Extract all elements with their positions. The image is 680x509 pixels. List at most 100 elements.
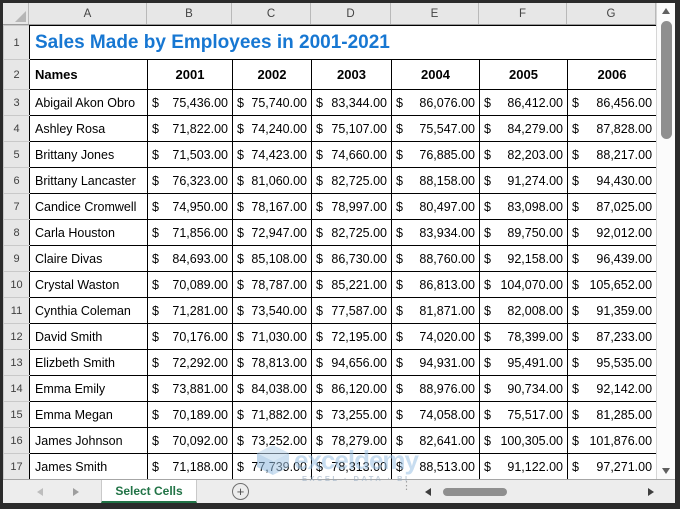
sales-value-cell[interactable]: $83,098.00 (479, 193, 568, 220)
sales-value-cell[interactable]: $78,399.00 (479, 323, 568, 350)
sales-value-cell[interactable]: $92,158.00 (479, 245, 568, 272)
sales-value-cell[interactable]: $71,882.00 (232, 401, 312, 428)
employee-name-cell[interactable]: Crystal Waston (29, 271, 148, 298)
row-header-9[interactable]: 9 (3, 245, 30, 272)
employee-name-cell[interactable]: Candice Cromwell (29, 193, 148, 220)
sales-value-cell[interactable]: $74,423.00 (232, 141, 312, 168)
sales-value-cell[interactable]: $105,652.00 (566, 271, 658, 298)
sales-value-cell[interactable]: $73,255.00 (311, 401, 392, 428)
sales-value-cell[interactable]: $104,070.00 (479, 271, 568, 298)
header-cell-year-2001[interactable]: 2001 (147, 59, 233, 90)
row-header-17[interactable]: 17 (3, 453, 30, 480)
scroll-right-arrow-icon[interactable] (648, 488, 654, 496)
sales-value-cell[interactable]: $101,876.00 (566, 427, 658, 454)
sales-value-cell[interactable]: $90,734.00 (479, 375, 568, 402)
sales-value-cell[interactable]: $87,828.00 (566, 115, 658, 142)
sales-value-cell[interactable]: $81,060.00 (232, 167, 312, 194)
next-sheet-arrow-icon[interactable] (73, 488, 79, 496)
sales-value-cell[interactable]: $76,323.00 (147, 167, 233, 194)
sales-value-cell[interactable]: $70,176.00 (147, 323, 233, 350)
column-header-f[interactable]: F (479, 3, 567, 24)
row-header-15[interactable]: 15 (3, 401, 30, 428)
sales-value-cell[interactable]: $85,108.00 (232, 245, 312, 272)
sales-value-cell[interactable]: $84,279.00 (479, 115, 568, 142)
column-header-b[interactable]: B (147, 3, 232, 24)
sales-value-cell[interactable]: $74,950.00 (147, 193, 233, 220)
scroll-down-button[interactable] (662, 463, 670, 479)
sales-value-cell[interactable]: $78,997.00 (311, 193, 392, 220)
sales-value-cell[interactable]: $78,813.00 (232, 349, 312, 376)
sales-value-cell[interactable]: $81,871.00 (391, 297, 480, 324)
sales-value-cell[interactable]: $86,412.00 (479, 89, 568, 116)
sales-value-cell[interactable]: $84,038.00 (232, 375, 312, 402)
header-cell-year-2002[interactable]: 2002 (232, 59, 312, 90)
sales-value-cell[interactable]: $75,436.00 (147, 89, 233, 116)
employee-name-cell[interactable]: Emma Emily (29, 375, 148, 402)
sales-value-cell[interactable]: $72,195.00 (311, 323, 392, 350)
sales-value-cell[interactable]: $78,279.00 (311, 427, 392, 454)
sales-value-cell[interactable]: $73,252.00 (232, 427, 312, 454)
header-cell-year-2003[interactable]: 2003 (311, 59, 392, 90)
sales-value-cell[interactable]: $76,885.00 (391, 141, 480, 168)
sales-value-cell[interactable]: $86,076.00 (391, 89, 480, 116)
employee-name-cell[interactable]: Brittany Jones (29, 141, 148, 168)
sales-value-cell[interactable]: $88,760.00 (391, 245, 480, 272)
title-cell[interactable]: Sales Made by Employees in 2001-2021 (28, 25, 658, 60)
row-header-5[interactable]: 5 (3, 141, 30, 168)
sales-value-cell[interactable]: $71,503.00 (147, 141, 233, 168)
sales-value-cell[interactable]: $86,813.00 (391, 271, 480, 298)
sales-value-cell[interactable]: $82,203.00 (479, 141, 568, 168)
sales-value-cell[interactable]: $82,008.00 (479, 297, 568, 324)
employee-name-cell[interactable]: Elizbeth Smith (29, 349, 148, 376)
employee-name-cell[interactable]: Ashley Rosa (29, 115, 148, 142)
sales-value-cell[interactable]: $72,947.00 (232, 219, 312, 246)
sales-value-cell[interactable]: $91,274.00 (479, 167, 568, 194)
sales-value-cell[interactable]: $83,344.00 (311, 89, 392, 116)
vertical-scroll-thumb[interactable] (660, 21, 672, 139)
sales-value-cell[interactable]: $78,787.00 (232, 271, 312, 298)
sales-value-cell[interactable]: $91,359.00 (566, 297, 658, 324)
row-header-6[interactable]: 6 (3, 167, 30, 194)
row-header-12[interactable]: 12 (3, 323, 30, 350)
employee-name-cell[interactable]: James Smith (29, 453, 148, 480)
sales-value-cell[interactable]: $89,750.00 (479, 219, 568, 246)
new-sheet-button[interactable]: + (232, 483, 249, 500)
sales-value-cell[interactable]: $86,120.00 (311, 375, 392, 402)
sales-value-cell[interactable]: $75,517.00 (479, 401, 568, 428)
sales-value-cell[interactable]: $78,167.00 (232, 193, 312, 220)
sales-value-cell[interactable]: $87,233.00 (566, 323, 658, 350)
column-header-c[interactable]: C (232, 3, 311, 24)
sales-value-cell[interactable]: $92,142.00 (566, 375, 658, 402)
sales-value-cell[interactable]: $81,285.00 (566, 401, 658, 428)
sales-value-cell[interactable]: $82,725.00 (311, 219, 392, 246)
sales-value-cell[interactable]: $73,881.00 (147, 375, 233, 402)
vertical-scrollbar[interactable] (656, 3, 675, 479)
sheet-tab-select-cells[interactable]: Select Cells (101, 480, 197, 503)
scroll-up-button[interactable] (662, 3, 670, 19)
row-header-2[interactable]: 2 (3, 59, 30, 90)
prev-sheet-arrow-icon[interactable] (37, 488, 43, 496)
row-header-4[interactable]: 4 (3, 115, 30, 142)
sales-value-cell[interactable]: $95,491.00 (479, 349, 568, 376)
row-header-10[interactable]: 10 (3, 271, 30, 298)
select-all-corner[interactable] (3, 3, 29, 24)
sales-value-cell[interactable]: $94,656.00 (311, 349, 392, 376)
column-header-g[interactable]: G (567, 3, 656, 24)
sales-value-cell[interactable]: $70,189.00 (147, 401, 233, 428)
sales-value-cell[interactable]: $92,012.00 (566, 219, 658, 246)
sales-value-cell[interactable]: $73,540.00 (232, 297, 312, 324)
employee-name-cell[interactable]: Carla Houston (29, 219, 148, 246)
employee-name-cell[interactable]: Brittany Lancaster (29, 167, 148, 194)
sales-value-cell[interactable]: $75,547.00 (391, 115, 480, 142)
row-header-11[interactable]: 11 (3, 297, 30, 324)
employee-name-cell[interactable]: Cynthia Coleman (29, 297, 148, 324)
sales-value-cell[interactable]: $71,856.00 (147, 219, 233, 246)
sales-value-cell[interactable]: $82,641.00 (391, 427, 480, 454)
row-header-3[interactable]: 3 (3, 89, 30, 116)
row-header-8[interactable]: 8 (3, 219, 30, 246)
scroll-left-arrow-icon[interactable] (425, 488, 431, 496)
employee-name-cell[interactable]: James Johnson (29, 427, 148, 454)
sales-value-cell[interactable]: $82,725.00 (311, 167, 392, 194)
sales-value-cell[interactable]: $71,822.00 (147, 115, 233, 142)
sales-value-cell[interactable]: $88,976.00 (391, 375, 480, 402)
